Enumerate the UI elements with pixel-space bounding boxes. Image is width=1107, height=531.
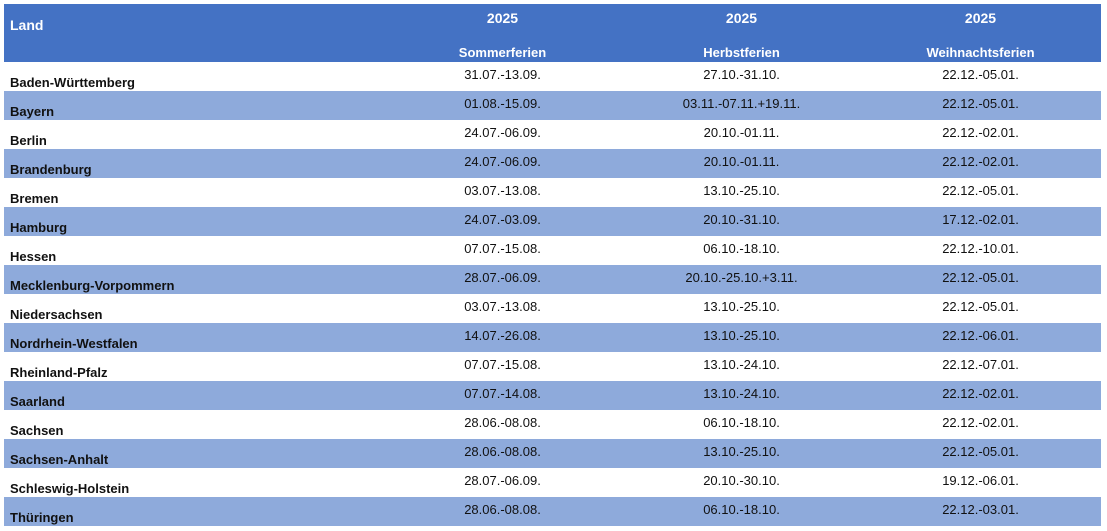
holiday-dates: 28.06.-08.08. (464, 502, 541, 517)
holiday-dates: 22.12.-10.01. (942, 241, 1019, 256)
land-name: Thüringen (10, 510, 74, 525)
column-name: Herbstferien (703, 45, 780, 60)
holiday-dates: 22.12.-05.01. (942, 183, 1019, 198)
holiday-dates: 14.07.-26.08. (464, 328, 541, 343)
holiday-dates: 28.06.-08.08. (464, 444, 541, 459)
column-year: 2025 (486, 10, 519, 26)
holiday-dates: 28.07.-06.09. (464, 473, 541, 488)
table-row: Thüringen 28.06.-08.08. 06.10.-18.10. 22.12… (4, 497, 1101, 526)
table-row: Hamburg 24.07.-03.09. 20.10.-31.10. 17.12.-… (4, 207, 1101, 236)
table-row: Sachsen 28.06.-08.08. 06.10.-18.10. 22.12.-… (4, 410, 1101, 439)
land-name: Nordrhein-Westfalen (10, 336, 138, 351)
column-name: Sommerferien (458, 45, 547, 60)
holiday-dates: 28.06.-08.08. (464, 415, 541, 430)
holiday-dates: 22.12.-06.01. (942, 328, 1019, 343)
land-name: Hessen (10, 249, 57, 264)
holiday-dates: 20.10.-01.11. (703, 125, 780, 140)
holiday-dates: 03.11.-07.11.+19.11. (682, 96, 801, 111)
holiday-dates: 24.07.-03.09. (464, 212, 541, 227)
table-row: Niedersachsen 03.07.-13.08. 13.10.-25.10. 2… (4, 294, 1101, 323)
table-row: Schleswig-Holstein 28.07.-06.09. 20.10.-30… (4, 468, 1101, 497)
table-row: Baden-Württemberg 31.07.-13.09. 27.10.-31.… (4, 62, 1101, 91)
holiday-dates: 07.07.-15.08. (464, 357, 541, 372)
table-row: Mecklenburg-Vorpommern 28.07.-06.09. 20.10… (4, 265, 1101, 294)
holiday-dates: 13.10.-25.10. (703, 328, 780, 343)
land-name: Niedersachsen (10, 307, 103, 322)
table-row: Sachsen-Anhalt 28.06.-08.08. 13.10.-25.10.… (4, 439, 1101, 468)
land-name: Sachsen-Anhalt (10, 452, 109, 467)
holiday-dates: 07.07.-14.08. (464, 386, 541, 401)
holiday-dates: 27.10.-31.10. (703, 67, 780, 82)
table-row: Nordrhein-Westfalen 14.07.-26.08. 13.10.-2… (4, 323, 1101, 352)
land-name: Brandenburg (10, 162, 92, 177)
holiday-dates: 06.10.-18.10. (703, 502, 780, 517)
table-row: Bremen 03.07.-13.08. 13.10.-25.10. 22.12.-0… (4, 178, 1101, 207)
table-row: Berlin 24.07.-06.09. 20.10.-01.11. 22.12.-0… (4, 120, 1101, 149)
holiday-dates: 24.07.-06.09. (464, 125, 541, 140)
land-name: Sachsen (10, 423, 64, 438)
column-year: 2025 (964, 10, 997, 26)
holiday-dates: 03.07.-13.08. (464, 299, 541, 314)
holiday-dates: 13.10.-24.10. (703, 386, 780, 401)
holiday-dates: 22.12.-05.01. (942, 270, 1019, 285)
column-name: Weihnachtsferien (926, 45, 1035, 60)
land-name: Saarland (10, 394, 65, 409)
land-name: Schleswig-Holstein (10, 481, 130, 496)
column-year: 2025 (725, 10, 758, 26)
holiday-dates: 20.10.-01.11. (703, 154, 780, 169)
holiday-dates: 22.12.-05.01. (942, 299, 1019, 314)
holiday-dates: 22.12.-02.01. (942, 154, 1019, 169)
holiday-dates: 24.07.-06.09. (464, 154, 541, 169)
holiday-dates: 13.10.-24.10. (703, 357, 780, 372)
table-row: Brandenburg 24.07.-06.09. 20.10.-01.11. 22.… (4, 149, 1101, 178)
holiday-dates: 22.12.-02.01. (942, 415, 1019, 430)
holiday-dates: 22.12.-05.01. (942, 96, 1019, 111)
holiday-dates: 28.07.-06.09. (464, 270, 541, 285)
holiday-dates: 22.12.-03.01. (942, 502, 1019, 517)
holiday-dates: 01.08.-15.09. (464, 96, 541, 111)
holiday-dates: 13.10.-25.10. (703, 183, 780, 198)
holiday-dates: 31.07.-13.09. (464, 67, 541, 82)
land-name: Berlin (10, 133, 47, 148)
land-header: Land (10, 17, 44, 33)
holiday-dates: 19.12.-06.01. (942, 473, 1019, 488)
holiday-dates: 20.10.-30.10. (703, 473, 780, 488)
land-name: Baden-Württemberg (10, 75, 135, 90)
holiday-dates: 22.12.-02.01. (942, 386, 1019, 401)
holiday-dates: 17.12.-02.01. (942, 212, 1019, 227)
holiday-dates: 20.10.-25.10.+3.11. (685, 270, 798, 285)
holiday-dates: 03.07.-13.08. (464, 183, 541, 198)
holiday-dates: 13.10.-25.10. (703, 444, 780, 459)
holiday-dates: 22.12.-02.01. (942, 125, 1019, 140)
table-header: Land 2025 Sommerferien 2025 Herbstferien 202… (4, 4, 1101, 62)
table-row: Bayern 01.08.-15.09. 03.11.-07.11.+19.11. 2… (4, 91, 1101, 120)
table-row: Saarland 07.07.-14.08. 13.10.-24.10. 22.12.… (4, 381, 1101, 410)
land-name: Hamburg (10, 220, 68, 235)
holiday-dates: 06.10.-18.10. (703, 415, 780, 430)
holiday-dates: 07.07.-15.08. (464, 241, 541, 256)
holiday-dates: 20.10.-31.10. (703, 212, 780, 227)
holiday-dates: 06.10.-18.10. (703, 241, 780, 256)
holiday-dates: 22.12.-07.01. (942, 357, 1019, 372)
table-row: Hessen 07.07.-15.08. 06.10.-18.10. 22.12.-1… (4, 236, 1101, 265)
land-name: Rheinland-Pfalz (10, 365, 108, 380)
land-name: Mecklenburg-Vorpommern (10, 278, 175, 293)
table-row: Rheinland-Pfalz 07.07.-15.08. 13.10.-24.10… (4, 352, 1101, 381)
land-name: Bremen (10, 191, 59, 206)
land-name: Bayern (10, 104, 55, 119)
holiday-dates: 13.10.-25.10. (703, 299, 780, 314)
holiday-dates: 22.12.-05.01. (942, 67, 1019, 82)
holiday-dates: 22.12.-05.01. (942, 444, 1019, 459)
